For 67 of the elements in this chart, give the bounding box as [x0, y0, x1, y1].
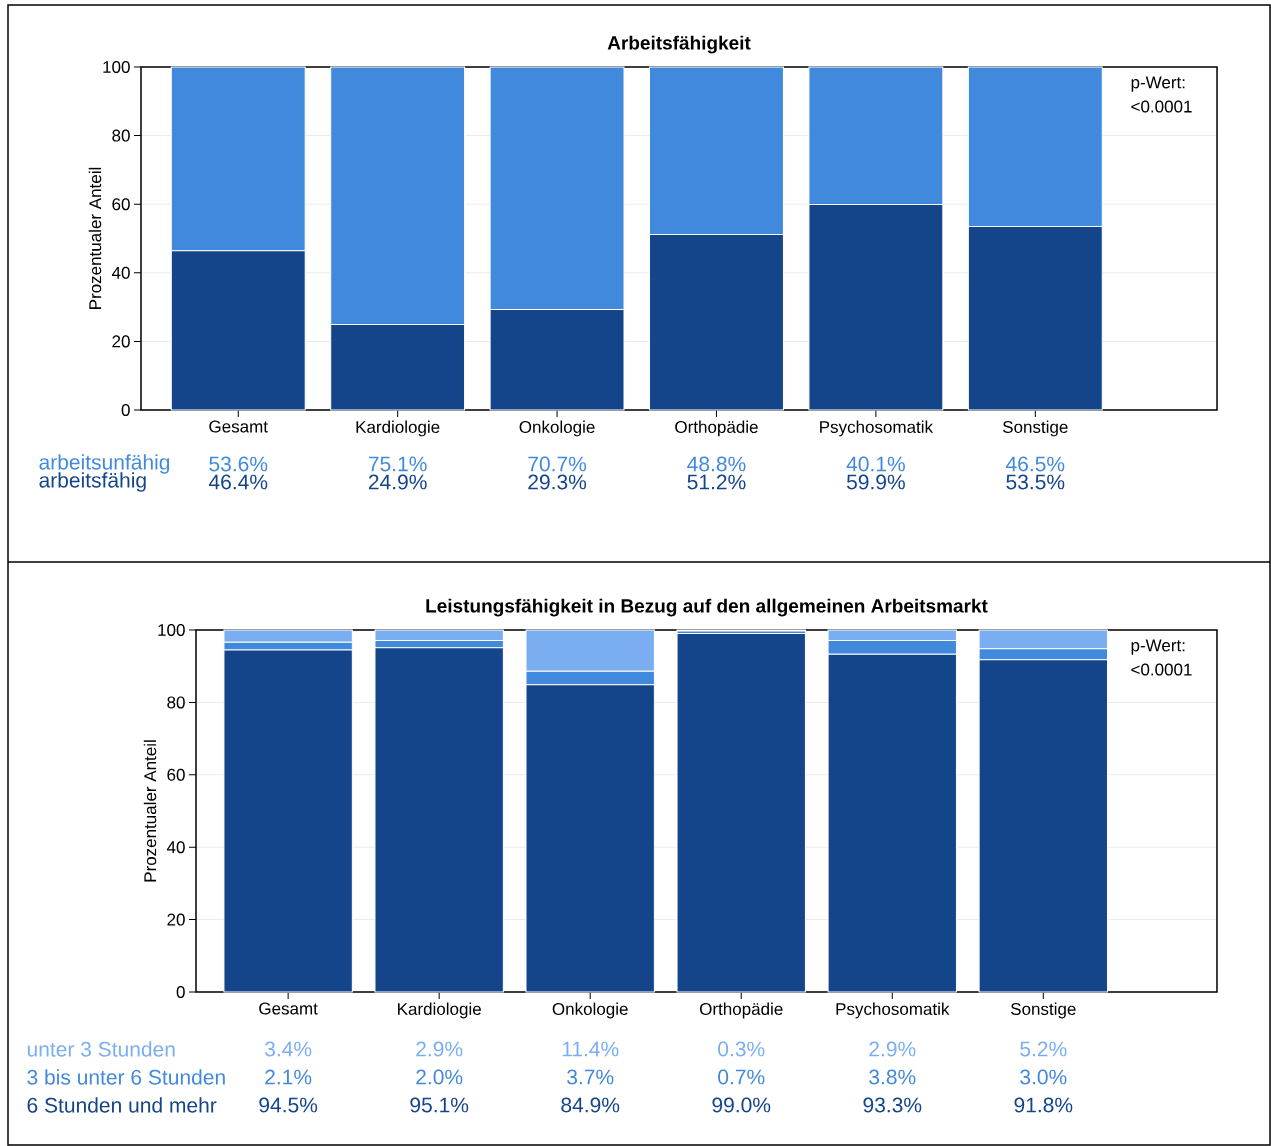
chart-title: Arbeitsfähigkeit — [607, 35, 751, 54]
data-label: 2.9% — [869, 1041, 916, 1057]
x-tick-label: Kardiologie — [398, 1002, 481, 1019]
data-label: 93.3% — [863, 1097, 922, 1113]
x-tick-label: Gesamt — [259, 1002, 318, 1015]
data-label: 53.6% — [209, 456, 268, 472]
x-tick-label: Orthopädie — [675, 420, 758, 437]
annotation: p-Wert: — [1131, 639, 1185, 655]
y-tick-label: 40 — [166, 841, 185, 854]
data-label: 3.8% — [869, 1069, 916, 1085]
text: 6 Stunden und mehr — [27, 1097, 217, 1113]
data-label: 5.2% — [1020, 1041, 1067, 1057]
data-label: 11.4% — [562, 1041, 619, 1057]
x-tick-label: Sonstige — [1010, 1002, 1076, 1019]
data-label: 2.0% — [416, 1069, 463, 1085]
x-tick-label: Psychosomatik — [820, 420, 934, 437]
y-axis-title: Prozentualer Anteil — [143, 740, 157, 882]
text: unter 3 Stunden — [27, 1041, 175, 1057]
x-tick-label: Orthopädie — [699, 1002, 783, 1019]
data-label: 46.5% — [1006, 456, 1065, 472]
data-label: 48.8% — [687, 456, 746, 472]
y-tick-label: 100 — [103, 60, 130, 74]
y-tick-label: 20 — [112, 335, 130, 348]
x-tick-label: Gesamt — [209, 420, 268, 433]
annotation: <0.0001 — [1131, 100, 1192, 113]
y-tick-label: 60 — [112, 198, 130, 211]
text: arbeitsunfähig — [39, 454, 170, 474]
y-tick-label: 40 — [111, 266, 130, 279]
data-label: 24.9% — [368, 474, 427, 490]
data-label: 53.5% — [1006, 474, 1065, 490]
x-tick-label: Psychosomatik — [836, 1002, 950, 1019]
y-tick-label: 60 — [167, 768, 185, 781]
data-label: 46.4% — [208, 474, 268, 490]
data-label: 99.0% — [712, 1097, 771, 1113]
y-tick-label: 20 — [167, 913, 185, 926]
text: 3 bis unter 6 Stunden — [27, 1069, 225, 1085]
data-label: 3.0% — [1020, 1069, 1067, 1085]
y-tick-label: 80 — [112, 129, 130, 142]
x-tick-label: Sonstige — [1002, 420, 1068, 437]
data-label: 91.8% — [1014, 1097, 1073, 1113]
y-tick-label: 0 — [121, 403, 130, 417]
x-tick-label: Onkologie — [519, 420, 595, 437]
data-label: 75.1% — [368, 456, 427, 472]
data-label: 70.7% — [528, 456, 587, 472]
data-label: 59.9% — [846, 474, 905, 490]
annotation: <0.0001 — [1131, 663, 1192, 676]
y-tick-label: 100 — [158, 623, 185, 637]
data-label: 0.7% — [718, 1069, 765, 1085]
data-label: 0.3% — [718, 1041, 765, 1057]
data-label: 40.1% — [846, 456, 905, 472]
data-label: 51.2% — [687, 474, 746, 490]
data-label: 3.7% — [567, 1069, 614, 1085]
text: arbeitsfähig — [39, 472, 146, 492]
data-label: 95.1% — [410, 1097, 469, 1113]
x-tick-label: Kardiologie — [356, 420, 440, 437]
chart-title: Leistungsfähigkeit in Bezug auf den allgemeinen Arbeitsmarkt — [426, 598, 988, 617]
y-axis-title: Prozentualer Anteil — [88, 167, 102, 309]
data-label: 84.9% — [561, 1097, 620, 1113]
data-label: 3.4% — [265, 1041, 312, 1057]
data-label: 29.3% — [528, 474, 587, 490]
data-label: 94.5% — [259, 1097, 318, 1113]
y-tick-label: 0 — [176, 985, 185, 999]
x-tick-label: Onkologie — [552, 1002, 628, 1019]
data-label: 2.1% — [265, 1069, 312, 1085]
y-tick-label: 80 — [167, 696, 185, 709]
data-label: 2.9% — [416, 1041, 463, 1057]
annotation: p-Wert: — [1131, 76, 1185, 92]
